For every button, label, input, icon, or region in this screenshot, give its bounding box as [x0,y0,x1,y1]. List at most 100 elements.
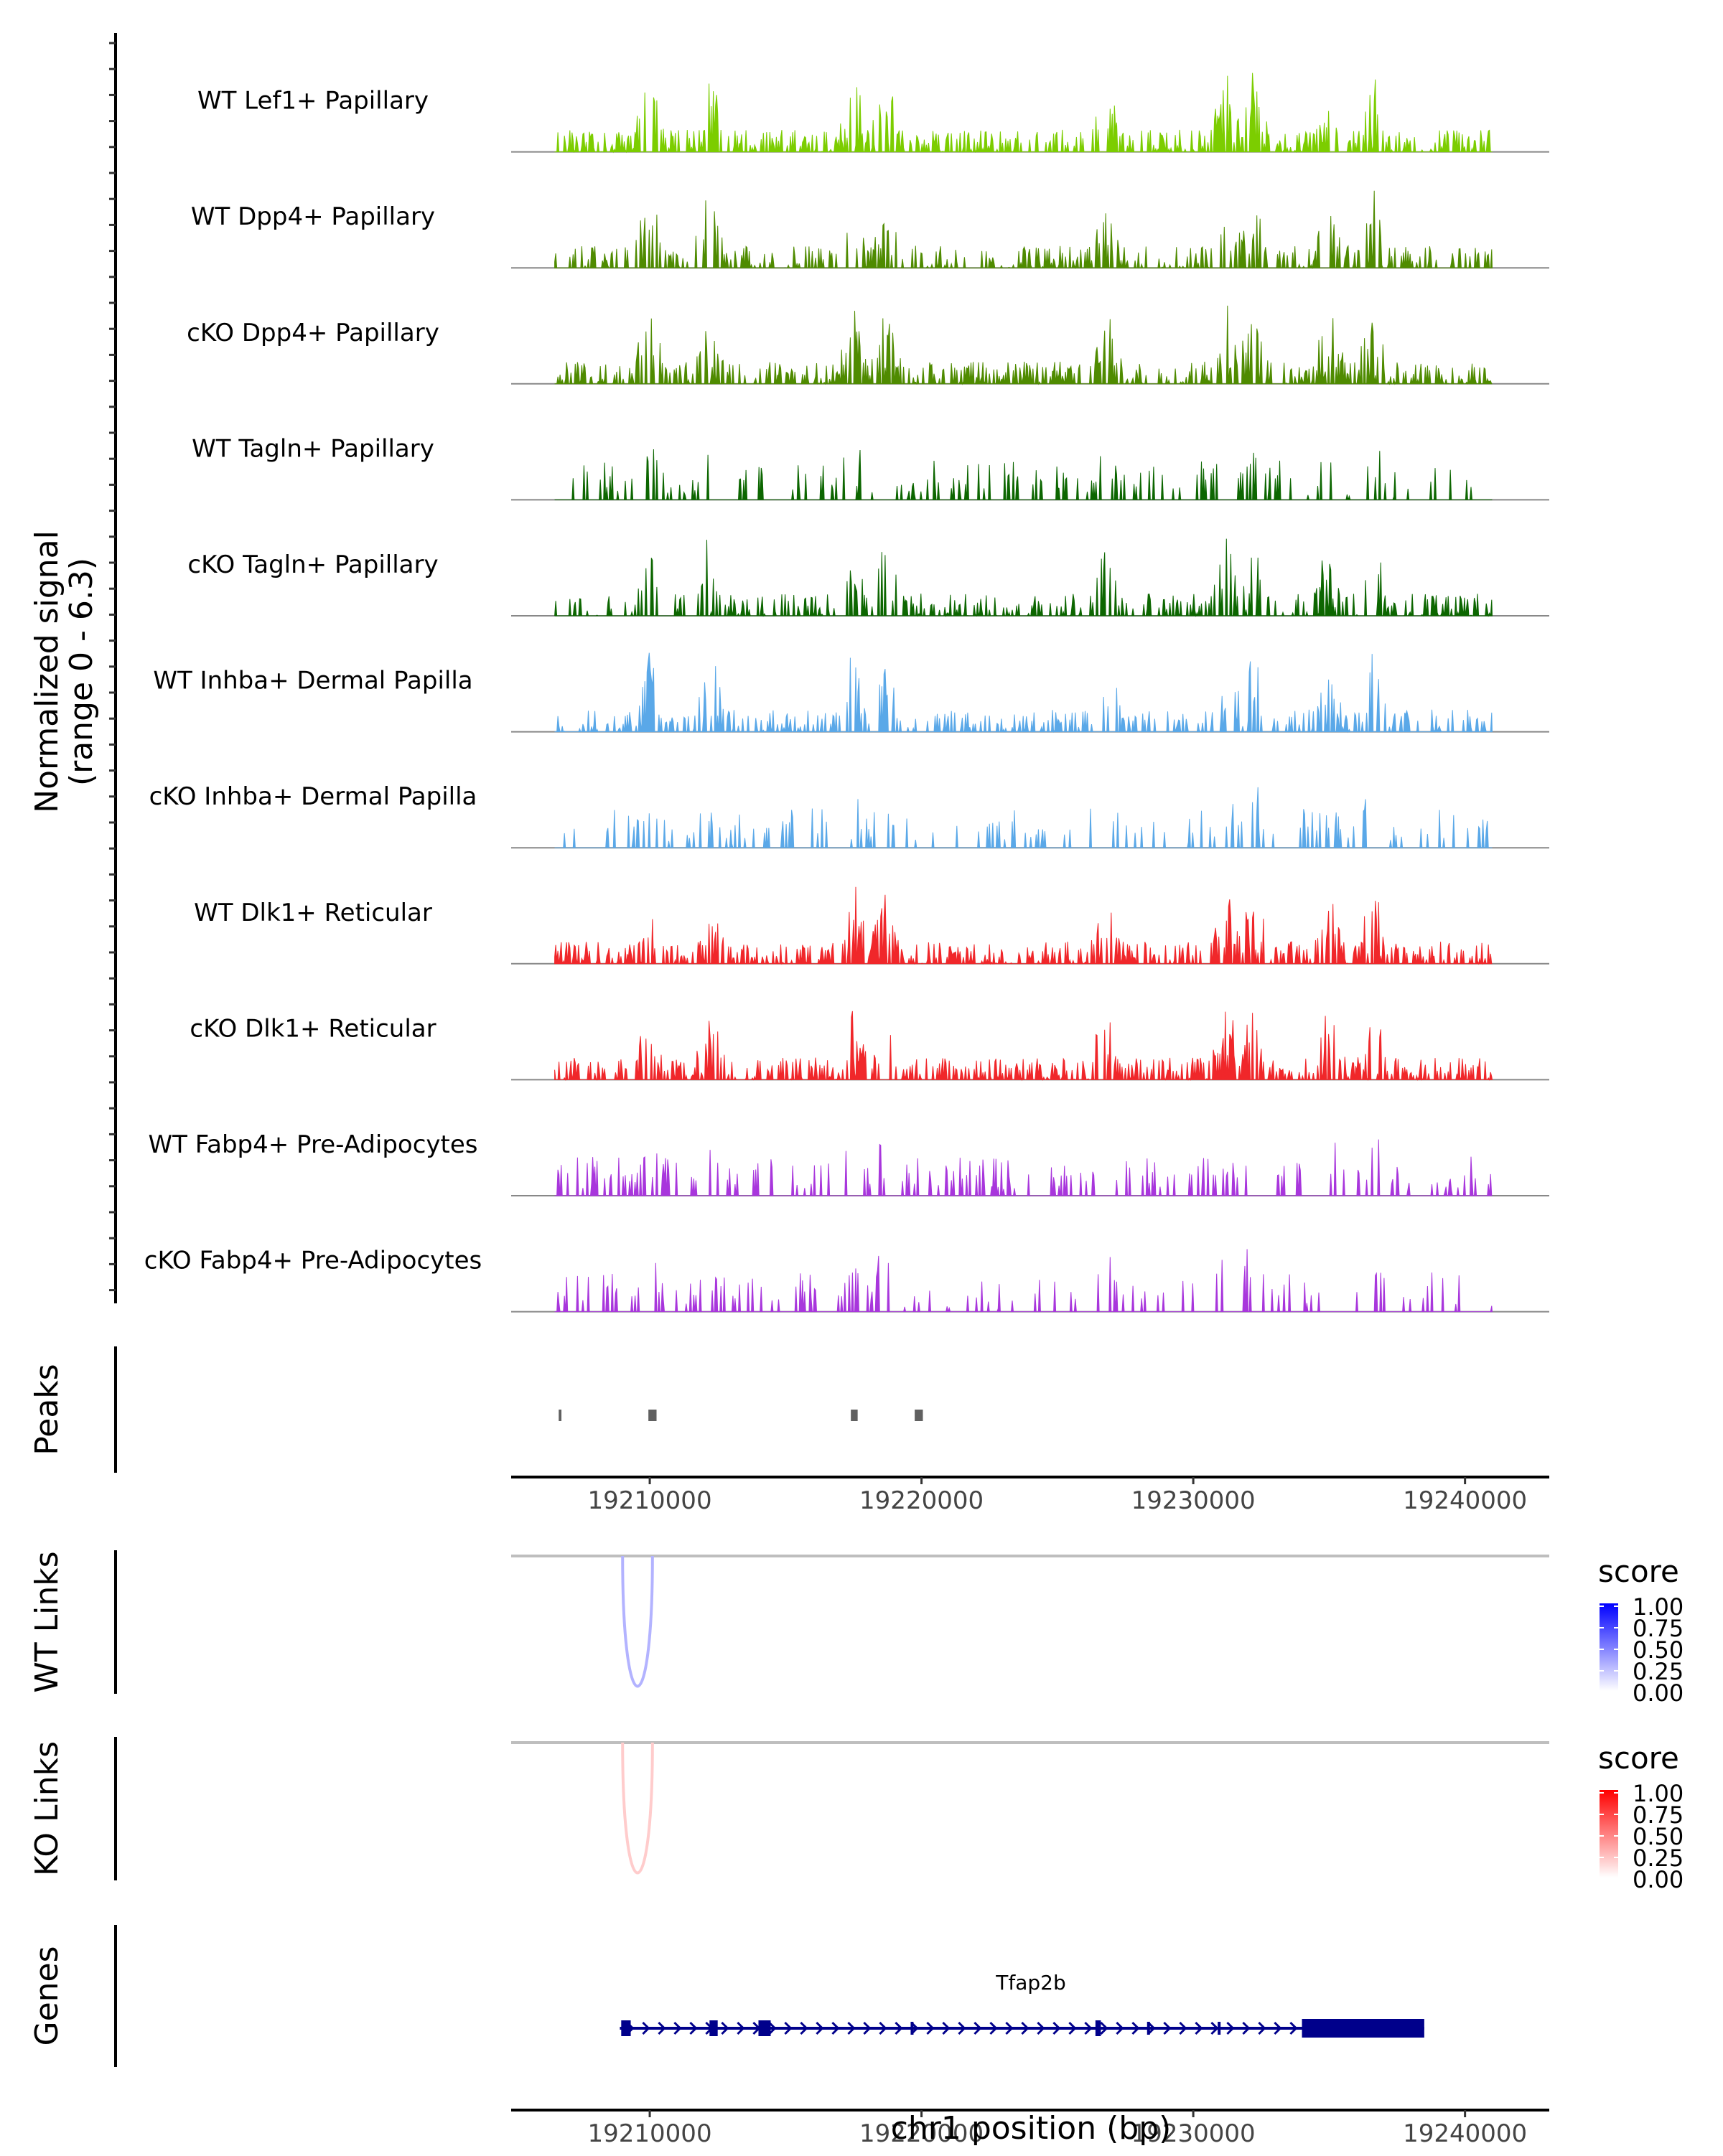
gene-strand-arrow [1179,2021,1187,2035]
coverage-y-ticks [109,42,116,1292]
coverage-track-4: WT Tagln+ Papillary [192,434,1549,501]
x-tick-label: 19220000 [859,1486,984,1515]
legend-tick-label: 0.75 [1633,1801,1684,1829]
x-tick-label: 19240000 [1403,1486,1527,1515]
ko-links-panel: KO Links score 1.000.750.500.250.00 [29,1737,1684,1893]
peak-interval [648,1410,657,1421]
coverage-track-2: WT Dpp4+ Papillary [191,190,1549,270]
coverage-signal [554,1249,1493,1313]
gene-strand-arrow [926,2021,935,2035]
coverage-signal [554,652,1493,733]
gene-strand-arrow [1037,2021,1045,2035]
legend-tick-label: 0.50 [1633,1636,1684,1664]
coverage-ylabel-line2: (range 0 - 6.3) [63,558,100,786]
gene-strand-arrow [1116,2021,1124,2035]
wt-legend-ticks: 1.000.750.500.250.00 [1600,1593,1684,1707]
gene-strand-arrow [1021,2021,1029,2035]
gene-strand-arrow [1163,2021,1172,2035]
gene-strand-arrow [721,2021,729,2035]
gene-exon [621,2020,631,2036]
gene-strand-arrow [768,2021,777,2035]
coverage-track-label: WT Dpp4+ Papillary [191,202,435,231]
coverage-signal [554,305,1493,385]
gene-strand-arrow [973,2021,982,2035]
peak-interval [559,1410,562,1421]
gene-strand-arrow [989,2021,998,2035]
coverage-signal [554,190,1493,270]
gene-strand-arrow [1195,2021,1203,2035]
coverage-track-5: cKO Tagln+ Papillary [187,538,1549,617]
peaks-panel: Peaks 19210000 19220000 19230000 19240000 [29,1346,1549,1515]
peaks-x-ticks: 19210000 19220000 19230000 19240000 [588,1477,1527,1515]
coverage-track-3: cKO Dpp4+ Papillary [187,305,1549,385]
legend-tick-label: 0.25 [1633,1658,1684,1685]
coverage-track-label: WT Dlk1+ Reticular [194,899,432,927]
coverage-track-label: cKO Inhba+ Dermal Papilla [149,782,477,811]
gene-strand-arrow [737,2021,745,2035]
gene-strand-arrow [1242,2021,1251,2035]
wt-legend-title: score [1598,1554,1679,1589]
legend-tick-label: 0.00 [1633,1679,1684,1707]
coverage-signal [554,1139,1493,1196]
x-tick-label: 19210000 [588,1486,712,1515]
coverage-panel: Normalized signal (range 0 - 6.3) WT Lef… [29,33,1549,1313]
gene-strand-arrow [1226,2021,1235,2035]
coverage-track-7: cKO Inhba+ Dermal Papilla [149,782,1549,849]
coverage-track-1: WT Lef1+ Papillary [197,72,1549,154]
coverage-tracks: WT Lef1+ Papillary WT Dpp4+ Papillary cKO … [144,72,1549,1313]
coverage-track-label: cKO Tagln+ Papillary [187,550,438,579]
legend-tick-label: 0.75 [1633,1615,1684,1642]
gene-strand-arrow [1147,2021,1156,2035]
x-tick-label: 19220000 [859,2119,984,2148]
gene-strand-arrow [1289,2021,1298,2035]
gene-exon [1095,2020,1101,2036]
ko-legend-ticks: 1.000.750.500.250.00 [1600,1780,1684,1893]
gene-strand-arrow [816,2021,824,2035]
x-tick-label: 19230000 [1131,1486,1256,1515]
gene-strand-arrow [895,2021,903,2035]
ko-legend-title: score [1598,1740,1679,1776]
coverage-signal [554,886,1493,965]
coverage-signal [554,538,1493,617]
gene-strand-arrow [673,2021,682,2035]
wt-links-legend: score 1.000.750.500.250.00 [1598,1554,1684,1707]
genes-panel: Genes Tfap2b 19210000 19220000 19230000 192… [29,1925,1549,2148]
gene-strand-arrow [642,2021,650,2035]
gene-strand-arrow [879,2021,887,2035]
coverage-track-11: cKO Fabp4+ Pre-Adipocytes [144,1247,1549,1313]
gene-strand-arrow [1068,2021,1077,2035]
gene-name-label: Tfap2b [995,1971,1065,1995]
gene-strand-arrow [1258,2021,1266,2035]
link-arc [621,1555,654,1688]
legend-tick-label: 0.25 [1633,1845,1684,1872]
ko-links-arcs [621,1742,654,1875]
gene-exon [1218,2022,1221,2035]
ko-legend-colorbar [1600,1790,1618,1878]
coverage-ylabel-line1: Normalized signal [29,530,65,813]
gene-strand-arrow [800,2021,808,2035]
wt-links-panel: WT Links score 1.000.750.500.250.00 [29,1550,1684,1707]
coverage-track-label: WT Inhba+ Dermal Papilla [153,667,472,695]
x-tick-label: 19240000 [1403,2119,1527,2148]
coverage-track-label: WT Tagln+ Papillary [192,434,434,463]
coverage-signal [554,1011,1493,1082]
gene-strand-arrow [1131,2021,1140,2035]
coverage-track-10: WT Fabp4+ Pre-Adipocytes [149,1130,1549,1196]
gene-strand-arrow [863,2021,872,2035]
gene-exon [1147,2022,1150,2035]
gene-exon [758,2020,771,2036]
coverage-track-label: WT Lef1+ Papillary [197,87,429,116]
gene-strand-arrow [1100,2021,1108,2035]
coverage-track-8: WT Dlk1+ Reticular [194,886,1549,965]
gene-strand-arrow [1052,2021,1061,2035]
gene-strand-arrow [784,2021,793,2035]
coverage-track-9: cKO Dlk1+ Reticular [190,1011,1549,1082]
wt-links-arcs [621,1555,654,1688]
gene-strand-arrow [1210,2021,1219,2035]
genes-x-ticks: 19210000 19220000 19230000 19240000 [588,2110,1527,2148]
gene-strand-arrow [658,2021,666,2035]
gene-exon [1302,2019,1424,2038]
wt-links-label: WT Links [29,1551,65,1692]
